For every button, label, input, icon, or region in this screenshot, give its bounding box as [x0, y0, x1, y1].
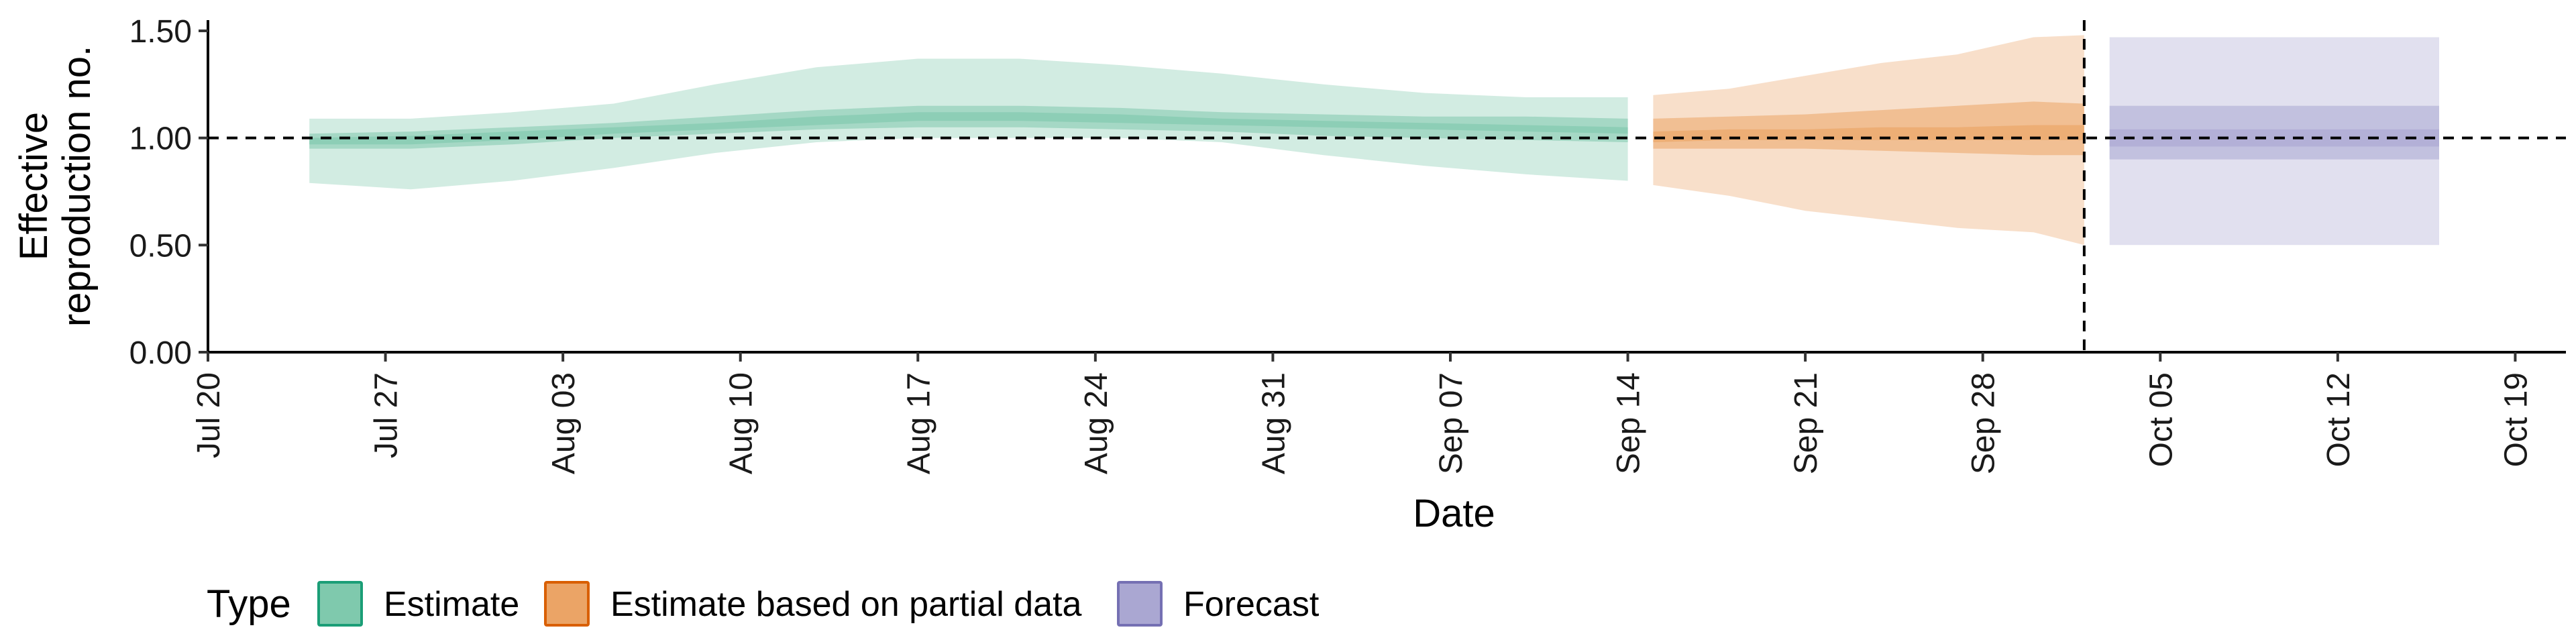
y-axis-title-line: Effective	[12, 112, 56, 260]
x-tick-label: Aug 17	[901, 372, 936, 474]
x-tick-label: Aug 03	[546, 372, 582, 474]
legend-label: Estimate	[384, 585, 519, 624]
x-tick-label: Jul 27	[369, 372, 405, 458]
legend-key	[317, 581, 363, 627]
x-tick-label: Oct 19	[2498, 372, 2534, 467]
y-tick-label: 1.50	[129, 14, 192, 50]
x-tick-label: Oct 12	[2321, 372, 2357, 467]
x-tick-label: Jul 20	[191, 372, 227, 458]
y-tick-label: 0.00	[129, 335, 192, 371]
x-tick-label: Sep 21	[1788, 372, 1824, 474]
legend-title: Type	[207, 582, 291, 626]
ribbon-50-series-0	[309, 105, 1628, 149]
y-tick-label: 1.00	[129, 121, 192, 157]
x-tick-label: Sep 28	[1966, 372, 2002, 474]
x-tick-label: Aug 24	[1079, 372, 1114, 474]
x-tick-label: Aug 10	[724, 372, 759, 474]
ribbon-20-series-0	[309, 112, 1628, 145]
legend-key	[544, 581, 590, 627]
x-tick-label: Aug 31	[1256, 372, 1291, 474]
x-tick-label: Oct 05	[2143, 372, 2179, 467]
x-tick-label: Sep 14	[1611, 372, 1647, 474]
x-tick-label: Sep 07	[1434, 372, 1469, 474]
y-tick-label: 0.50	[129, 228, 192, 264]
y-axis-title-line: reproduction no.	[55, 46, 99, 327]
x-axis-title: Date	[1413, 492, 1495, 535]
legend-key	[1117, 581, 1163, 627]
legend-label: Estimate based on partial data	[610, 585, 1082, 624]
legend-label: Forecast	[1183, 585, 1320, 624]
